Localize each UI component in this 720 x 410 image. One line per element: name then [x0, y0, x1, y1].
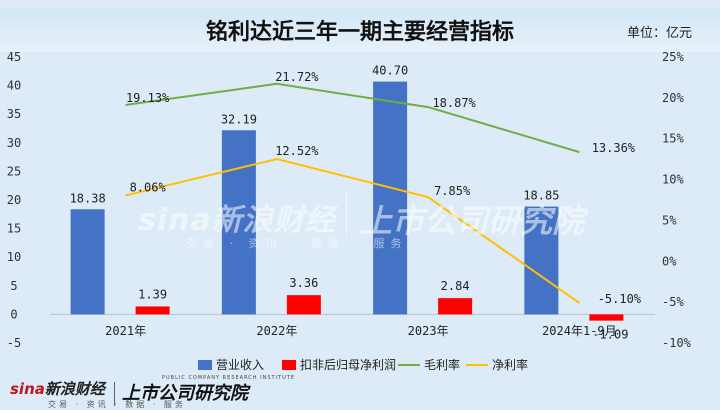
right-axis-tick: -10% — [662, 336, 692, 350]
footer: sina新浪财经 交易 · 资讯 · 数据 · 服务 上市公司研究院 PUBLI… — [0, 375, 720, 410]
net-profit-bar — [286, 295, 321, 315]
net-profit-label: 1.39 — [138, 287, 167, 301]
revenue-bar — [221, 130, 256, 315]
data-labels: 18.38 1.39 32.19 3.36 40.70 2.84 18.85 -1.09 19.… — [70, 64, 642, 342]
sina-logo-name: 新浪财经 — [44, 380, 105, 398]
chart-title: 铭利达近三年一期主要经营指标 — [205, 20, 514, 45]
sina-logo-sub: 交易 · 资讯 · 数据 · 服务 — [48, 400, 186, 409]
net-margin-line — [125, 157, 580, 304]
institute-logo-text: 上市公司研究院 — [122, 383, 248, 404]
left-axis-tick: 0 — [10, 307, 17, 321]
net-profit-bar — [135, 306, 170, 315]
line-series — [125, 82, 580, 304]
right-axis-tick: 5% — [662, 213, 677, 227]
left-axis-tick: 15 — [7, 222, 21, 236]
footer-separator — [114, 382, 115, 406]
legend-label: 扣非后归母净利润 — [300, 358, 396, 372]
left-axis-tick: -5 — [7, 336, 21, 350]
net-profit-label: 3.36 — [289, 276, 318, 290]
left-axis-tick: 5 — [10, 279, 17, 293]
gross-margin-label: 13.36% — [592, 141, 636, 155]
legend-label: 毛利率 — [424, 357, 460, 372]
right-axis-tick: -5% — [662, 295, 684, 309]
right-axis-tick: 0% — [662, 254, 677, 268]
left-axis-tick: 25 — [7, 164, 21, 178]
revenue-bar — [70, 209, 105, 315]
gross-margin-label: 21.72% — [275, 70, 319, 84]
revenue-bar — [373, 81, 408, 315]
x-axis-tick: 2024年1-9月 — [542, 324, 617, 338]
legend-swatch — [198, 360, 212, 370]
legend-label: 营业收入 — [216, 358, 264, 372]
right-axis-tick: 10% — [662, 173, 684, 187]
left-axis-tick: 40 — [7, 79, 21, 93]
gross-margin-line — [125, 82, 580, 154]
net-profit-bar — [438, 298, 473, 315]
legend-label: 净利率 — [492, 357, 528, 372]
x-axis-ticks: 2021年 2022年 2023年 2024年1-9月 — [105, 324, 616, 338]
legend-swatch — [282, 360, 296, 370]
left-axis-tick: 30 — [7, 136, 21, 150]
x-axis-tick: 2021年 — [105, 324, 146, 338]
institute-logo: 上市公司研究院 PUBLIC COMPANY RESEARCH INSTITUT… — [122, 375, 294, 405]
x-axis-tick: 2023年 — [408, 324, 449, 338]
sina-logo-text: sina — [10, 380, 45, 398]
sina-finance-logo: sina新浪财经 交易 · 资讯 · 数据 · 服务 — [10, 378, 186, 410]
title-band — [0, 8, 720, 52]
bar-series — [70, 81, 624, 321]
left-axis-tick: 35 — [7, 107, 21, 121]
net-profit-label: 2.84 — [441, 279, 470, 293]
legend: 营业收入 扣非后归母净利润 毛利率 净利率 — [198, 357, 528, 372]
net-profit-label: -1.09 — [592, 328, 628, 342]
right-axis-tick: 20% — [662, 91, 684, 105]
right-axis-tick: 15% — [662, 132, 684, 146]
institute-logo-sub: PUBLIC COMPANY RESEARCH INSTITUTE — [162, 375, 295, 381]
revenue-label: 18.38 — [70, 191, 106, 205]
right-axis: -10% -5% 0% 5% 10% 15% 20% 25% — [662, 50, 692, 350]
revenue-bar — [524, 206, 559, 315]
left-axis-tick: 10 — [7, 250, 21, 264]
net-margin-label: 12.52% — [275, 144, 319, 158]
revenue-label: 40.70 — [372, 64, 408, 78]
revenue-label: 18.85 — [523, 189, 559, 203]
left-axis: -5 0 5 10 15 20 25 30 35 40 45 — [7, 50, 21, 350]
unit-label: 单位：亿元 — [626, 26, 692, 41]
right-axis-tick: 25% — [662, 50, 684, 64]
x-axis-tick: 2022年 — [256, 324, 297, 338]
revenue-label: 32.19 — [221, 112, 257, 126]
watermark-divider — [346, 192, 347, 236]
net-margin-label: 8.06% — [130, 180, 167, 194]
gross-margin-label: 18.87% — [432, 96, 476, 110]
net-profit-bar — [589, 314, 624, 321]
left-axis-tick: 45 — [7, 50, 21, 64]
net-margin-label: 7.85% — [434, 184, 471, 198]
chart-svg: -5 0 5 10 15 20 25 30 35 40 45 -10% -5% 0% 5% 10% 15% 20… — [7, 50, 692, 372]
left-axis-tick: 20 — [7, 193, 21, 207]
gross-margin-label: 19.13% — [126, 91, 170, 105]
net-margin-label: -5.10% — [598, 292, 642, 306]
